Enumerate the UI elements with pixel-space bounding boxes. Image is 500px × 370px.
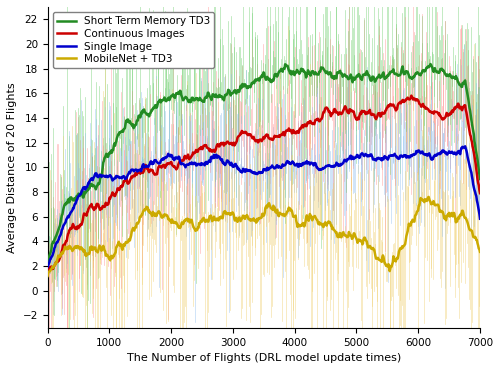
Continuous Images (408, 93, 414, 98)
Short Term Memory TD3 (44, 261, 51, 266)
MobileNet + TD3 (426, 195, 432, 199)
Single Image (150, 162, 156, 166)
Short Term Memory TD3 (381, 74, 387, 78)
MobileNet + TD3 (150, 211, 156, 215)
Line: Short Term Memory TD3: Short Term Memory TD3 (48, 64, 480, 263)
Short Term Memory TD3 (435, 70, 441, 74)
Short Term Memory TD3 (477, 177, 483, 181)
X-axis label: The Number of Flights (DRL model update times): The Number of Flights (DRL model update … (126, 353, 401, 363)
Continuous Images (328, 112, 334, 116)
MobileNet + TD3 (381, 259, 387, 263)
Single Image (44, 265, 51, 269)
MobileNet + TD3 (166, 217, 172, 222)
MobileNet + TD3 (328, 223, 334, 228)
Short Term Memory TD3 (182, 97, 188, 101)
Legend: Short Term Memory TD3, Continuous Images, Single Image, MobileNet + TD3: Short Term Memory TD3, Continuous Images… (53, 12, 214, 68)
Y-axis label: Average Distance of 20 Flights: Average Distance of 20 Flights (7, 82, 17, 253)
Short Term Memory TD3 (150, 105, 156, 110)
Line: MobileNet + TD3: MobileNet + TD3 (48, 197, 480, 276)
Short Term Memory TD3 (166, 98, 172, 102)
Line: Continuous Images: Continuous Images (48, 95, 480, 270)
Short Term Memory TD3 (328, 75, 334, 80)
Single Image (434, 152, 440, 156)
Short Term Memory TD3 (428, 62, 434, 66)
Continuous Images (381, 111, 387, 116)
Continuous Images (182, 155, 188, 159)
MobileNet + TD3 (44, 274, 51, 278)
Continuous Images (435, 111, 441, 115)
MobileNet + TD3 (182, 218, 188, 223)
Single Image (477, 216, 483, 221)
MobileNet + TD3 (435, 202, 441, 207)
Single Image (328, 164, 334, 168)
Continuous Images (166, 161, 172, 166)
Line: Single Image: Single Image (48, 146, 480, 267)
Single Image (462, 144, 468, 148)
Continuous Images (477, 191, 483, 195)
Single Image (182, 163, 188, 167)
Continuous Images (150, 171, 156, 175)
Continuous Images (44, 268, 51, 272)
MobileNet + TD3 (477, 249, 483, 254)
Single Image (381, 155, 387, 159)
Single Image (166, 153, 172, 158)
